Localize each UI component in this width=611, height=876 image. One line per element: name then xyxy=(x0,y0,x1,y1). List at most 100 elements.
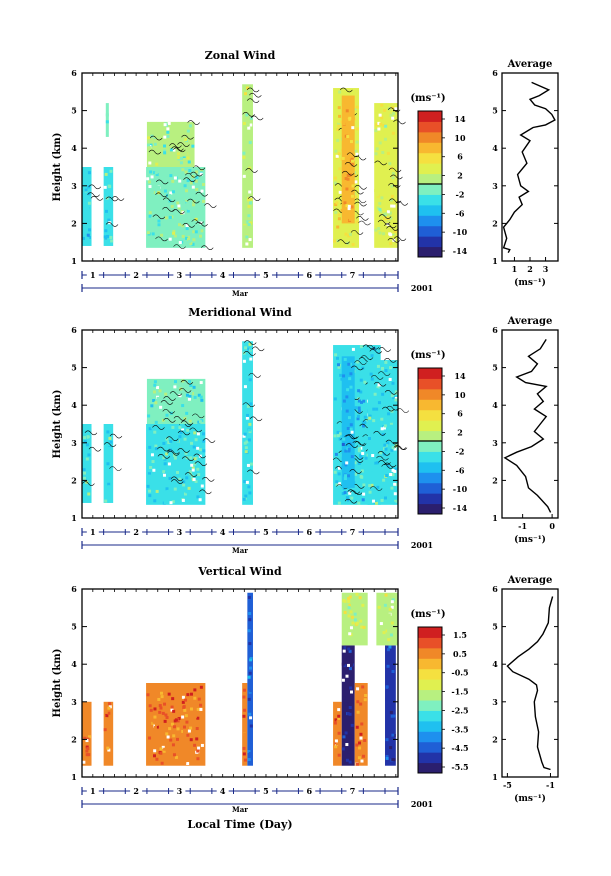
heatmap-cell xyxy=(389,454,393,458)
heatmap-cell xyxy=(160,184,164,188)
contour-line xyxy=(180,379,194,385)
heatmap-cell xyxy=(249,357,253,361)
heatmap-cell xyxy=(189,738,193,742)
average-x-unit: (ms⁻¹) xyxy=(514,277,546,288)
heatmap-cell xyxy=(384,447,388,451)
heatmap-cell xyxy=(165,437,169,441)
day-label: 1 xyxy=(90,786,96,796)
heatmap-cell xyxy=(188,176,192,180)
day-label: 2 xyxy=(133,527,139,537)
heatmap-cell xyxy=(242,434,246,438)
contour-line xyxy=(390,174,403,180)
heatmap-cell xyxy=(200,398,204,402)
heatmap-cell xyxy=(383,443,387,447)
day-label-bg xyxy=(346,785,359,797)
heatmap-cell xyxy=(374,464,378,468)
heatmap-cell xyxy=(392,219,396,223)
heatmap-cell xyxy=(186,693,190,697)
heatmap-cell xyxy=(148,211,152,215)
heatmap-cell xyxy=(390,204,394,208)
day-label: 5 xyxy=(263,786,269,796)
heatmap-cell xyxy=(148,489,152,493)
average-y-tick-label: 3 xyxy=(492,438,498,448)
heatmap-cell xyxy=(195,170,199,174)
heatmap-cell xyxy=(162,473,166,477)
heatmap-cell xyxy=(346,426,350,430)
contour-line xyxy=(87,192,100,197)
heatmap-cell xyxy=(174,707,178,711)
contour-line xyxy=(187,120,200,125)
heatmap-cell xyxy=(193,462,197,466)
heatmap-cell xyxy=(152,754,156,758)
heatmap-cell xyxy=(347,487,351,491)
heatmap-cell xyxy=(336,720,340,724)
heatmap-cell xyxy=(166,193,170,197)
heatmap-cell xyxy=(154,467,158,471)
heatmap-cell xyxy=(248,457,252,461)
heatmap-cell xyxy=(182,389,186,393)
average-y-tick-label: 2 xyxy=(492,475,498,485)
heatmap-cell xyxy=(353,612,357,616)
heatmap-cell xyxy=(385,464,389,468)
heatmap-cell xyxy=(191,185,195,189)
heatmap-cell xyxy=(386,648,390,652)
heatmap-cell xyxy=(377,617,381,621)
heatmap-cell xyxy=(246,431,250,435)
heatmap-cell xyxy=(147,123,151,127)
heatmap-cell xyxy=(191,392,195,396)
colorbar-cell xyxy=(418,121,442,133)
contour-line xyxy=(111,196,125,201)
heatmap-cell xyxy=(103,185,107,189)
heatmap-cell xyxy=(334,220,338,224)
heatmap-cell xyxy=(87,753,91,757)
heatmap-cell xyxy=(381,392,385,396)
heatmap-cell xyxy=(199,209,203,213)
heatmap-cell xyxy=(165,715,169,719)
heatmap-cell xyxy=(349,197,353,201)
heatmap-cell xyxy=(349,686,353,690)
heatmap-cell xyxy=(372,367,376,371)
month-label-bg xyxy=(230,546,250,555)
colorbar-frame xyxy=(417,626,443,774)
heatmap-cell xyxy=(349,662,353,666)
heatmap-cell xyxy=(153,380,157,384)
heatmap-cell xyxy=(344,463,348,467)
average-y-tick-label: 2 xyxy=(492,734,498,744)
heatmap-cell xyxy=(337,482,341,486)
heatmap-cell xyxy=(337,124,341,128)
heatmap-cell xyxy=(246,123,250,127)
heatmap-cell xyxy=(353,461,357,465)
contour-line xyxy=(190,171,203,177)
colorbar-cell xyxy=(418,225,442,237)
heatmap-cell xyxy=(372,356,376,360)
colorbar-cell xyxy=(418,731,442,743)
heatmap-cell xyxy=(354,180,358,184)
heatmap-cell xyxy=(341,492,345,496)
heatmap-cell xyxy=(170,204,174,208)
heatmap-cell xyxy=(179,431,183,435)
heatmap-cell xyxy=(386,704,390,708)
heatmap-cell xyxy=(168,237,172,241)
heatmap-cell xyxy=(376,385,380,389)
contour-line xyxy=(369,349,383,354)
heatmap-cell xyxy=(357,608,361,612)
heatmap-cell xyxy=(195,737,199,741)
average-y-tick-label: 4 xyxy=(492,143,498,153)
heatmap-cell xyxy=(385,738,389,742)
heatmap-cell xyxy=(385,688,389,692)
heatmap-cell xyxy=(363,393,367,397)
heatmap-cell xyxy=(351,126,355,130)
heatmap-cell xyxy=(196,757,200,761)
heatmap-cell xyxy=(202,199,206,203)
heatmap-cell xyxy=(346,173,350,177)
average-y-tick-label: 3 xyxy=(492,697,498,707)
heatmap-block xyxy=(103,701,114,766)
heatmap-cell xyxy=(85,745,89,749)
heatmap-cell xyxy=(356,710,360,714)
heatmap-cell xyxy=(172,709,176,713)
colorbar-tick-label: 14 xyxy=(454,114,466,124)
heatmap-cell xyxy=(243,385,247,389)
colorbar-cell xyxy=(418,668,442,680)
heatmap-cell xyxy=(152,720,156,724)
heatmap-cell xyxy=(350,700,354,704)
